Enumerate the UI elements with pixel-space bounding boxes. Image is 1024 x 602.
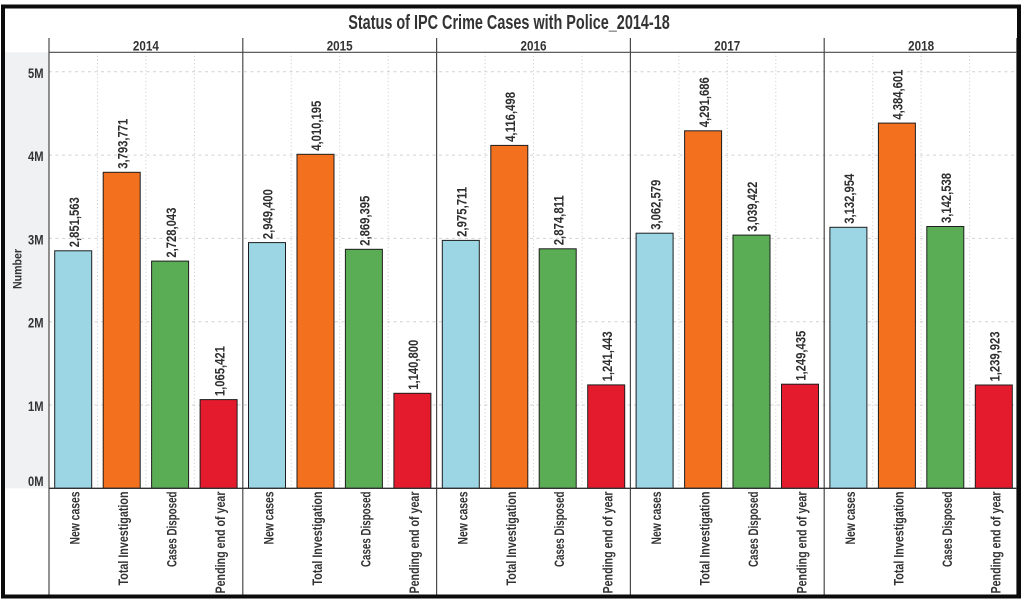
svg-text:Total Investigation: Total Investigation (503, 492, 519, 586)
svg-text:Pending end of year: Pending end of year (987, 491, 1003, 593)
svg-text:Total Investigation: Total Investigation (697, 492, 713, 586)
svg-text:Cases Disposed: Cases Disposed (939, 492, 955, 568)
svg-text:2,949,400: 2,949,400 (261, 189, 276, 239)
svg-text:1,065,421: 1,065,421 (212, 346, 227, 396)
svg-text:2,728,043: 2,728,043 (164, 207, 179, 257)
svg-text:4,384,601: 4,384,601 (891, 69, 906, 119)
svg-text:Status of IPC Crime Cases with: Status of IPC Crime Cases with Police_20… (348, 12, 670, 34)
svg-text:New cases: New cases (261, 491, 277, 544)
svg-text:2,869,395: 2,869,395 (358, 195, 373, 245)
svg-text:1,140,800: 1,140,800 (406, 340, 421, 390)
svg-text:2014: 2014 (133, 38, 159, 53)
svg-text:1,249,435: 1,249,435 (794, 330, 809, 380)
svg-text:2,851,563: 2,851,563 (67, 197, 82, 247)
svg-text:Pending end of year: Pending end of year (406, 491, 422, 593)
svg-text:3,132,954: 3,132,954 (842, 173, 857, 223)
svg-text:Total Investigation: Total Investigation (890, 492, 906, 586)
svg-text:Cases Disposed: Cases Disposed (551, 492, 567, 568)
svg-text:Cases Disposed: Cases Disposed (745, 492, 761, 568)
svg-text:New cases: New cases (648, 491, 664, 544)
svg-text:0M: 0M (28, 473, 44, 489)
svg-text:Total Investigation: Total Investigation (115, 492, 131, 586)
svg-text:3,793,771: 3,793,771 (115, 118, 130, 168)
svg-text:5M: 5M (28, 65, 44, 81)
svg-text:3,142,538: 3,142,538 (939, 173, 954, 223)
svg-text:Pending end of year: Pending end of year (212, 491, 228, 593)
svg-text:New cases: New cases (454, 491, 470, 544)
svg-text:3M: 3M (28, 231, 44, 247)
svg-text:New cases: New cases (67, 491, 83, 544)
svg-text:2M: 2M (28, 315, 44, 331)
svg-text:Cases Disposed: Cases Disposed (164, 492, 180, 568)
svg-text:New cases: New cases (842, 491, 858, 544)
svg-text:4M: 4M (28, 148, 44, 164)
svg-text:4,010,195: 4,010,195 (309, 100, 324, 150)
svg-text:Number: Number (10, 249, 24, 289)
svg-text:3,039,422: 3,039,422 (745, 182, 760, 232)
svg-text:4,116,498: 4,116,498 (503, 91, 518, 141)
svg-text:1,241,443: 1,241,443 (600, 331, 615, 381)
svg-text:2,874,811: 2,874,811 (551, 195, 566, 245)
svg-text:2016: 2016 (521, 38, 547, 53)
svg-text:Pending end of year: Pending end of year (600, 491, 616, 593)
svg-text:1M: 1M (28, 398, 44, 414)
svg-text:2017: 2017 (714, 38, 740, 53)
svg-text:Cases Disposed: Cases Disposed (357, 492, 373, 568)
svg-text:4,291,686: 4,291,686 (697, 77, 712, 127)
svg-text:2018: 2018 (908, 38, 934, 53)
svg-text:3,062,579: 3,062,579 (648, 180, 663, 230)
svg-text:1,239,923: 1,239,923 (988, 331, 1003, 381)
svg-text:Total Investigation: Total Investigation (309, 492, 325, 586)
svg-text:2,975,711: 2,975,711 (455, 186, 470, 236)
svg-text:Pending end of year: Pending end of year (794, 491, 810, 593)
svg-text:2015: 2015 (327, 38, 353, 53)
